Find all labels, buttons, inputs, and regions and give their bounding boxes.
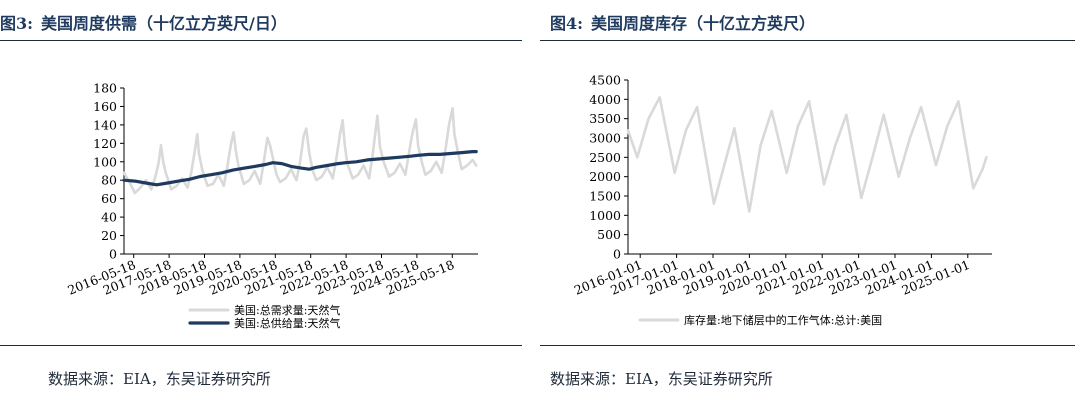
demand-supply-y-tick-label: 80 [101,173,117,188]
demand-supply-legend-label-2: 美国:总供给量:天然气 [234,316,340,330]
demand-supply-y-tick-label: 140 [93,117,117,132]
storage-y-tick-label: 4000 [589,92,621,107]
storage-y-tick-label: 3000 [589,131,621,146]
figure-4-title: 图4: 美国周度库存（十亿立方英尺） [550,10,815,34]
demand-supply-legend-label-1: 美国:总需求量:天然气 [234,303,340,317]
demand-supply-y-tick-label: 60 [101,191,117,206]
storage-y-tick-label: 1000 [589,208,621,223]
supply-demand-chart: 0204060801001201401601802016-05-182017-0… [65,81,478,330]
storage-y-tick-label: 3500 [589,111,621,126]
figure-4-title-text: 美国周度库存（十亿立方英尺） [591,14,816,33]
figure-4-top-rule [540,40,1075,41]
demand-supply-y-tick-label: 120 [93,136,117,151]
storage-series-line-1 [626,96,988,213]
demand-supply-series-line-2 [122,149,478,187]
storage-y-tick-label: 2500 [589,150,621,165]
storage-legend-label-1: 库存量:地下储层中的工作气体:总计:美国 [684,313,882,327]
demand-supply-y-tick-label: 100 [93,154,117,169]
storage-y-tick-label: 2000 [589,169,621,184]
figure-3-panel: 图3: 美国周度供需（十亿立方英尺/日） 0 20 40 60 80 100 120 140 16… [0,0,530,413]
figure-3-title: 图3: 美国周度供需（十亿立方英尺/日） [0,10,287,34]
demand-supply-y-tick-label: 20 [101,228,117,243]
demand-supply-y-tick-label: 160 [93,99,117,114]
storage-chart: 0500100015002000250030003500400045002016… [572,73,992,327]
figure-4-panel: 图4: 美国周度库存（十亿立方英尺） 0 500 1000 1500 2000 2500 30… [540,0,1080,413]
figure-3-number: 图3: [0,14,34,33]
storage-y-tick-label: 0 [613,247,621,262]
demand-supply-y-tick-label: 180 [93,81,117,96]
demand-supply-y-tick-label: 40 [101,210,117,225]
demand-supply-y-tick-label: 0 [109,247,117,262]
figure-4-source: 数据来源：EIA，东吴证券研究所 [550,370,773,388]
demand-supply-series-line-1 [122,106,478,195]
figure-4-number: 图4: [550,14,584,33]
figure-3-source: 数据来源：EIA，东吴证券研究所 [48,370,271,388]
figure-3-title-text: 美国周度供需（十亿立方英尺/日） [41,14,287,33]
storage-y-tick-label: 4500 [589,73,621,88]
figure-3-top-rule [0,40,522,41]
figure-4-bottom-rule [540,345,1075,346]
storage-y-tick-label: 500 [597,227,621,242]
storage-y-tick-label: 1500 [589,189,621,204]
figure-3-bottom-rule [0,345,522,346]
